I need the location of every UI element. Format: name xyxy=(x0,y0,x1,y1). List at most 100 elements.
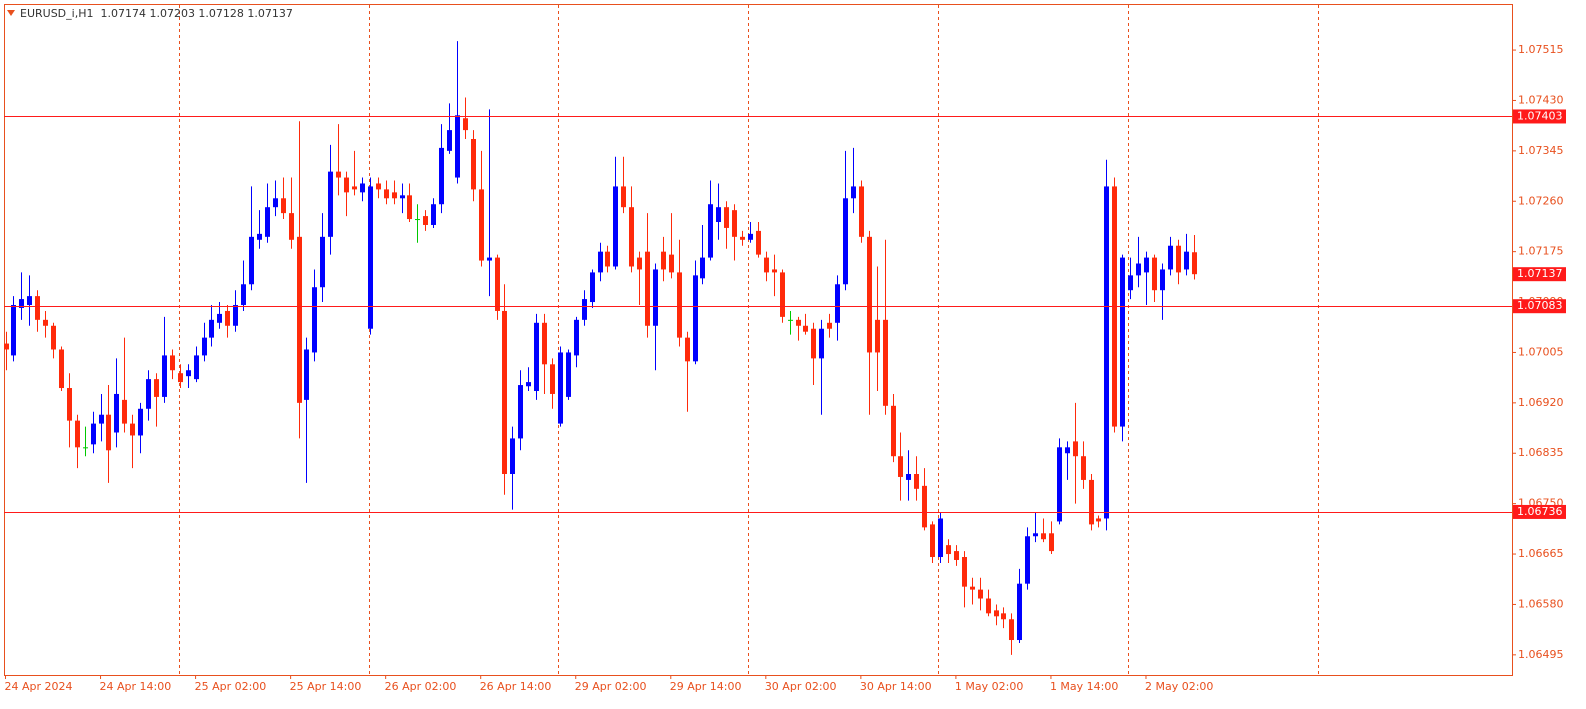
candle-body xyxy=(1128,275,1133,291)
y-tick-label: 1.06920 xyxy=(1518,396,1564,409)
candle-body xyxy=(859,186,864,237)
level-label: 1.07083 xyxy=(1517,299,1563,312)
candle-body xyxy=(669,254,674,273)
candle-body xyxy=(1104,186,1109,519)
candle-body xyxy=(479,189,484,261)
x-tick-label: 1 May 02:00 xyxy=(955,680,1023,693)
candle-body xyxy=(146,379,151,409)
candle-body xyxy=(803,325,808,332)
candle-body xyxy=(162,355,167,397)
candle-body xyxy=(352,186,357,190)
candle-body xyxy=(724,207,729,228)
level-label: 1.07403 xyxy=(1517,109,1563,122)
candles xyxy=(4,41,1197,655)
candle-body xyxy=(843,198,848,285)
candle-body xyxy=(598,251,603,273)
candle-body xyxy=(43,319,48,326)
candle-body xyxy=(415,219,420,221)
candle-body xyxy=(835,284,840,323)
candle-body xyxy=(1073,441,1078,457)
candle-body xyxy=(819,328,824,359)
candle-body xyxy=(1001,613,1006,620)
candle-body xyxy=(257,233,262,240)
candle-body xyxy=(621,186,626,208)
candle-body xyxy=(534,322,539,391)
candle-body xyxy=(27,296,32,306)
candle-body xyxy=(550,364,555,394)
candle-body xyxy=(130,423,135,436)
candle-body xyxy=(637,257,642,270)
candle-body xyxy=(1009,619,1014,641)
title-arrow xyxy=(7,10,15,16)
candle-body xyxy=(273,198,278,208)
candle-body xyxy=(502,310,507,474)
candle-body xyxy=(178,373,183,383)
candle-body xyxy=(661,251,666,270)
candle-body xyxy=(297,236,302,403)
candle-body xyxy=(954,551,959,560)
candle-body xyxy=(685,337,690,362)
plot-frame xyxy=(4,4,1513,676)
candle-body xyxy=(1025,536,1030,584)
candle-body xyxy=(780,272,785,317)
x-tick-label: 24 Apr 2024 xyxy=(5,680,73,693)
y-tick-label: 1.07005 xyxy=(1518,345,1564,358)
x-tick-label: 30 Apr 02:00 xyxy=(765,680,837,693)
y-tick-label: 1.07345 xyxy=(1518,144,1564,157)
x-tick-label: 1 May 14:00 xyxy=(1050,680,1118,693)
candle-body xyxy=(1017,583,1022,641)
y-tick-label: 1.06580 xyxy=(1518,597,1564,610)
x-tick-label: 2 May 02:00 xyxy=(1145,680,1213,693)
candle-body xyxy=(1168,245,1173,270)
candle-body xyxy=(582,299,587,320)
candle-body xyxy=(629,207,634,267)
candle-body xyxy=(772,269,777,273)
candle-body xyxy=(495,257,500,311)
candle-body xyxy=(700,257,705,279)
candle-body xyxy=(938,518,943,558)
candle-body xyxy=(35,296,40,320)
candle-body xyxy=(75,420,80,448)
candle-body xyxy=(400,195,405,199)
candle-body xyxy=(1049,533,1054,552)
candle-body xyxy=(1160,269,1165,291)
candle-body xyxy=(241,284,246,306)
candle-body xyxy=(510,438,515,474)
candle-body xyxy=(376,183,381,190)
y-tick-label: 1.06495 xyxy=(1518,648,1564,661)
candle-body xyxy=(4,343,9,350)
candle-body xyxy=(1120,257,1125,427)
current-price-label: 1.07137 xyxy=(1517,267,1563,280)
candle-body xyxy=(1065,447,1070,454)
candle-body xyxy=(693,275,698,362)
candle-body xyxy=(962,557,967,587)
candle-body xyxy=(1096,518,1101,522)
candle-body xyxy=(225,310,230,326)
candle-body xyxy=(677,272,682,338)
candle-body xyxy=(407,195,412,220)
candle-body xyxy=(1184,251,1189,270)
candle-body xyxy=(209,319,214,338)
candle-body xyxy=(1041,533,1046,540)
day-separators xyxy=(179,5,1319,675)
candle-body xyxy=(716,207,721,223)
candle-body xyxy=(526,382,531,387)
candle-body xyxy=(914,474,919,489)
candle-body xyxy=(423,216,428,225)
candle-body xyxy=(906,474,911,480)
candle-body xyxy=(170,355,175,371)
candle-body xyxy=(930,524,935,558)
candle-body xyxy=(312,287,317,353)
candle-body xyxy=(233,305,238,326)
candle-body xyxy=(1136,263,1141,276)
candle-body xyxy=(336,171,341,178)
candle-body xyxy=(455,115,460,178)
candle-body xyxy=(946,545,951,555)
level-label-box xyxy=(1513,504,1566,519)
y-tick-label: 1.07175 xyxy=(1518,245,1564,258)
candle-body xyxy=(51,325,56,350)
y-tick-label: 1.07430 xyxy=(1518,93,1564,106)
candle-body xyxy=(708,204,713,258)
